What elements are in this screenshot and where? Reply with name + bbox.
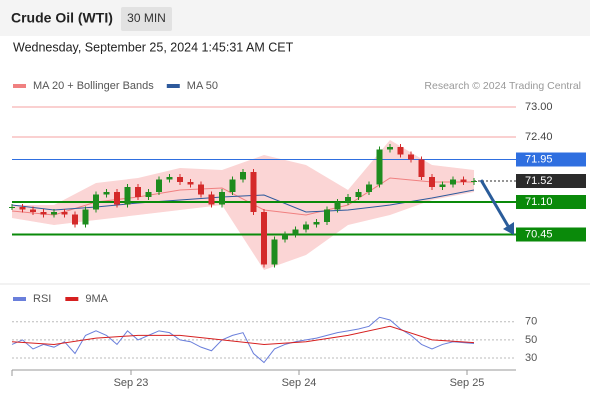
ma-line: [11, 189, 475, 213]
candle: [40, 212, 47, 215]
level-label: 71.10: [525, 196, 553, 208]
candle: [460, 179, 467, 182]
level-label: 71.95: [525, 153, 553, 165]
candle: [219, 192, 225, 205]
candle: [450, 179, 456, 185]
candle: [313, 222, 320, 225]
candle: [439, 184, 446, 187]
candle: [387, 147, 393, 150]
bollinger-band: [12, 140, 474, 270]
y-tick-label: 30: [525, 352, 537, 364]
rsi-line: [11, 325, 475, 345]
candle: [429, 177, 435, 187]
candle: [334, 202, 341, 210]
legend-swatch: [166, 84, 180, 88]
candle: [30, 209, 36, 212]
level-label: 70.45: [525, 228, 553, 240]
credit: Research © 2024 Trading Central: [424, 80, 581, 92]
candle: [19, 207, 26, 210]
candle: [93, 194, 99, 210]
instrument-title: Crude Oil (WTI): [11, 10, 113, 26]
candle: [408, 154, 414, 160]
candle: [114, 192, 120, 205]
candle: [292, 229, 299, 235]
candle: [303, 224, 309, 230]
interval-badge: [121, 7, 172, 31]
legend-swatch: [13, 297, 26, 301]
y-tick-label: 70: [525, 316, 537, 328]
candle: [198, 184, 204, 195]
legend-label: MA 50: [187, 80, 218, 92]
candle: [9, 207, 15, 208]
candle: [82, 209, 89, 225]
candle: [72, 214, 78, 225]
candle: [124, 187, 131, 205]
candle: [250, 172, 257, 212]
candle: [51, 212, 57, 215]
level-box: [516, 227, 586, 242]
candle: [324, 209, 330, 222]
candle: [240, 172, 246, 180]
candle: [103, 192, 110, 195]
legend-swatch: [13, 84, 26, 88]
x-tick-label: Sep 23: [114, 377, 149, 389]
ma-line: [11, 177, 474, 216]
candle: [177, 177, 183, 182]
candle: [282, 234, 288, 240]
x-tick-label: Sep 25: [450, 377, 485, 389]
candle: [61, 212, 68, 215]
forecast-arrow: [479, 179, 514, 235]
candle: [145, 192, 152, 197]
candle: [135, 187, 141, 197]
level-box: [516, 195, 586, 209]
level-box: [516, 174, 586, 188]
candle: [271, 239, 278, 265]
rsi-line: [11, 316, 475, 364]
candle: [471, 181, 477, 182]
header-bar: [0, 0, 590, 36]
candle: [229, 179, 236, 192]
candle: [418, 159, 425, 177]
candle: [345, 197, 351, 202]
legend-label: 9MA: [85, 293, 108, 305]
legend-label: MA 20 + Bollinger Bands: [33, 80, 154, 92]
datetime: Wednesday, September 25, 2024 1:45:31 AM…: [13, 40, 294, 54]
candle: [208, 194, 215, 205]
level-box: [516, 152, 586, 167]
level-label: 73.00: [525, 101, 553, 113]
candle: [355, 192, 362, 197]
interval: 30 MIN: [127, 11, 166, 25]
candle: [187, 182, 194, 185]
candle: [366, 184, 372, 192]
level-label: 72.40: [525, 131, 553, 143]
legend-swatch: [65, 297, 79, 301]
candle: [376, 149, 383, 185]
candle: [397, 147, 404, 155]
level-label: 71.52: [525, 175, 553, 187]
legend-label: RSI: [33, 293, 51, 305]
x-tick-label: Sep 24: [282, 377, 317, 389]
candle: [261, 212, 267, 265]
candle: [166, 177, 173, 180]
candle: [156, 179, 162, 192]
y-tick-label: 50: [525, 334, 537, 346]
